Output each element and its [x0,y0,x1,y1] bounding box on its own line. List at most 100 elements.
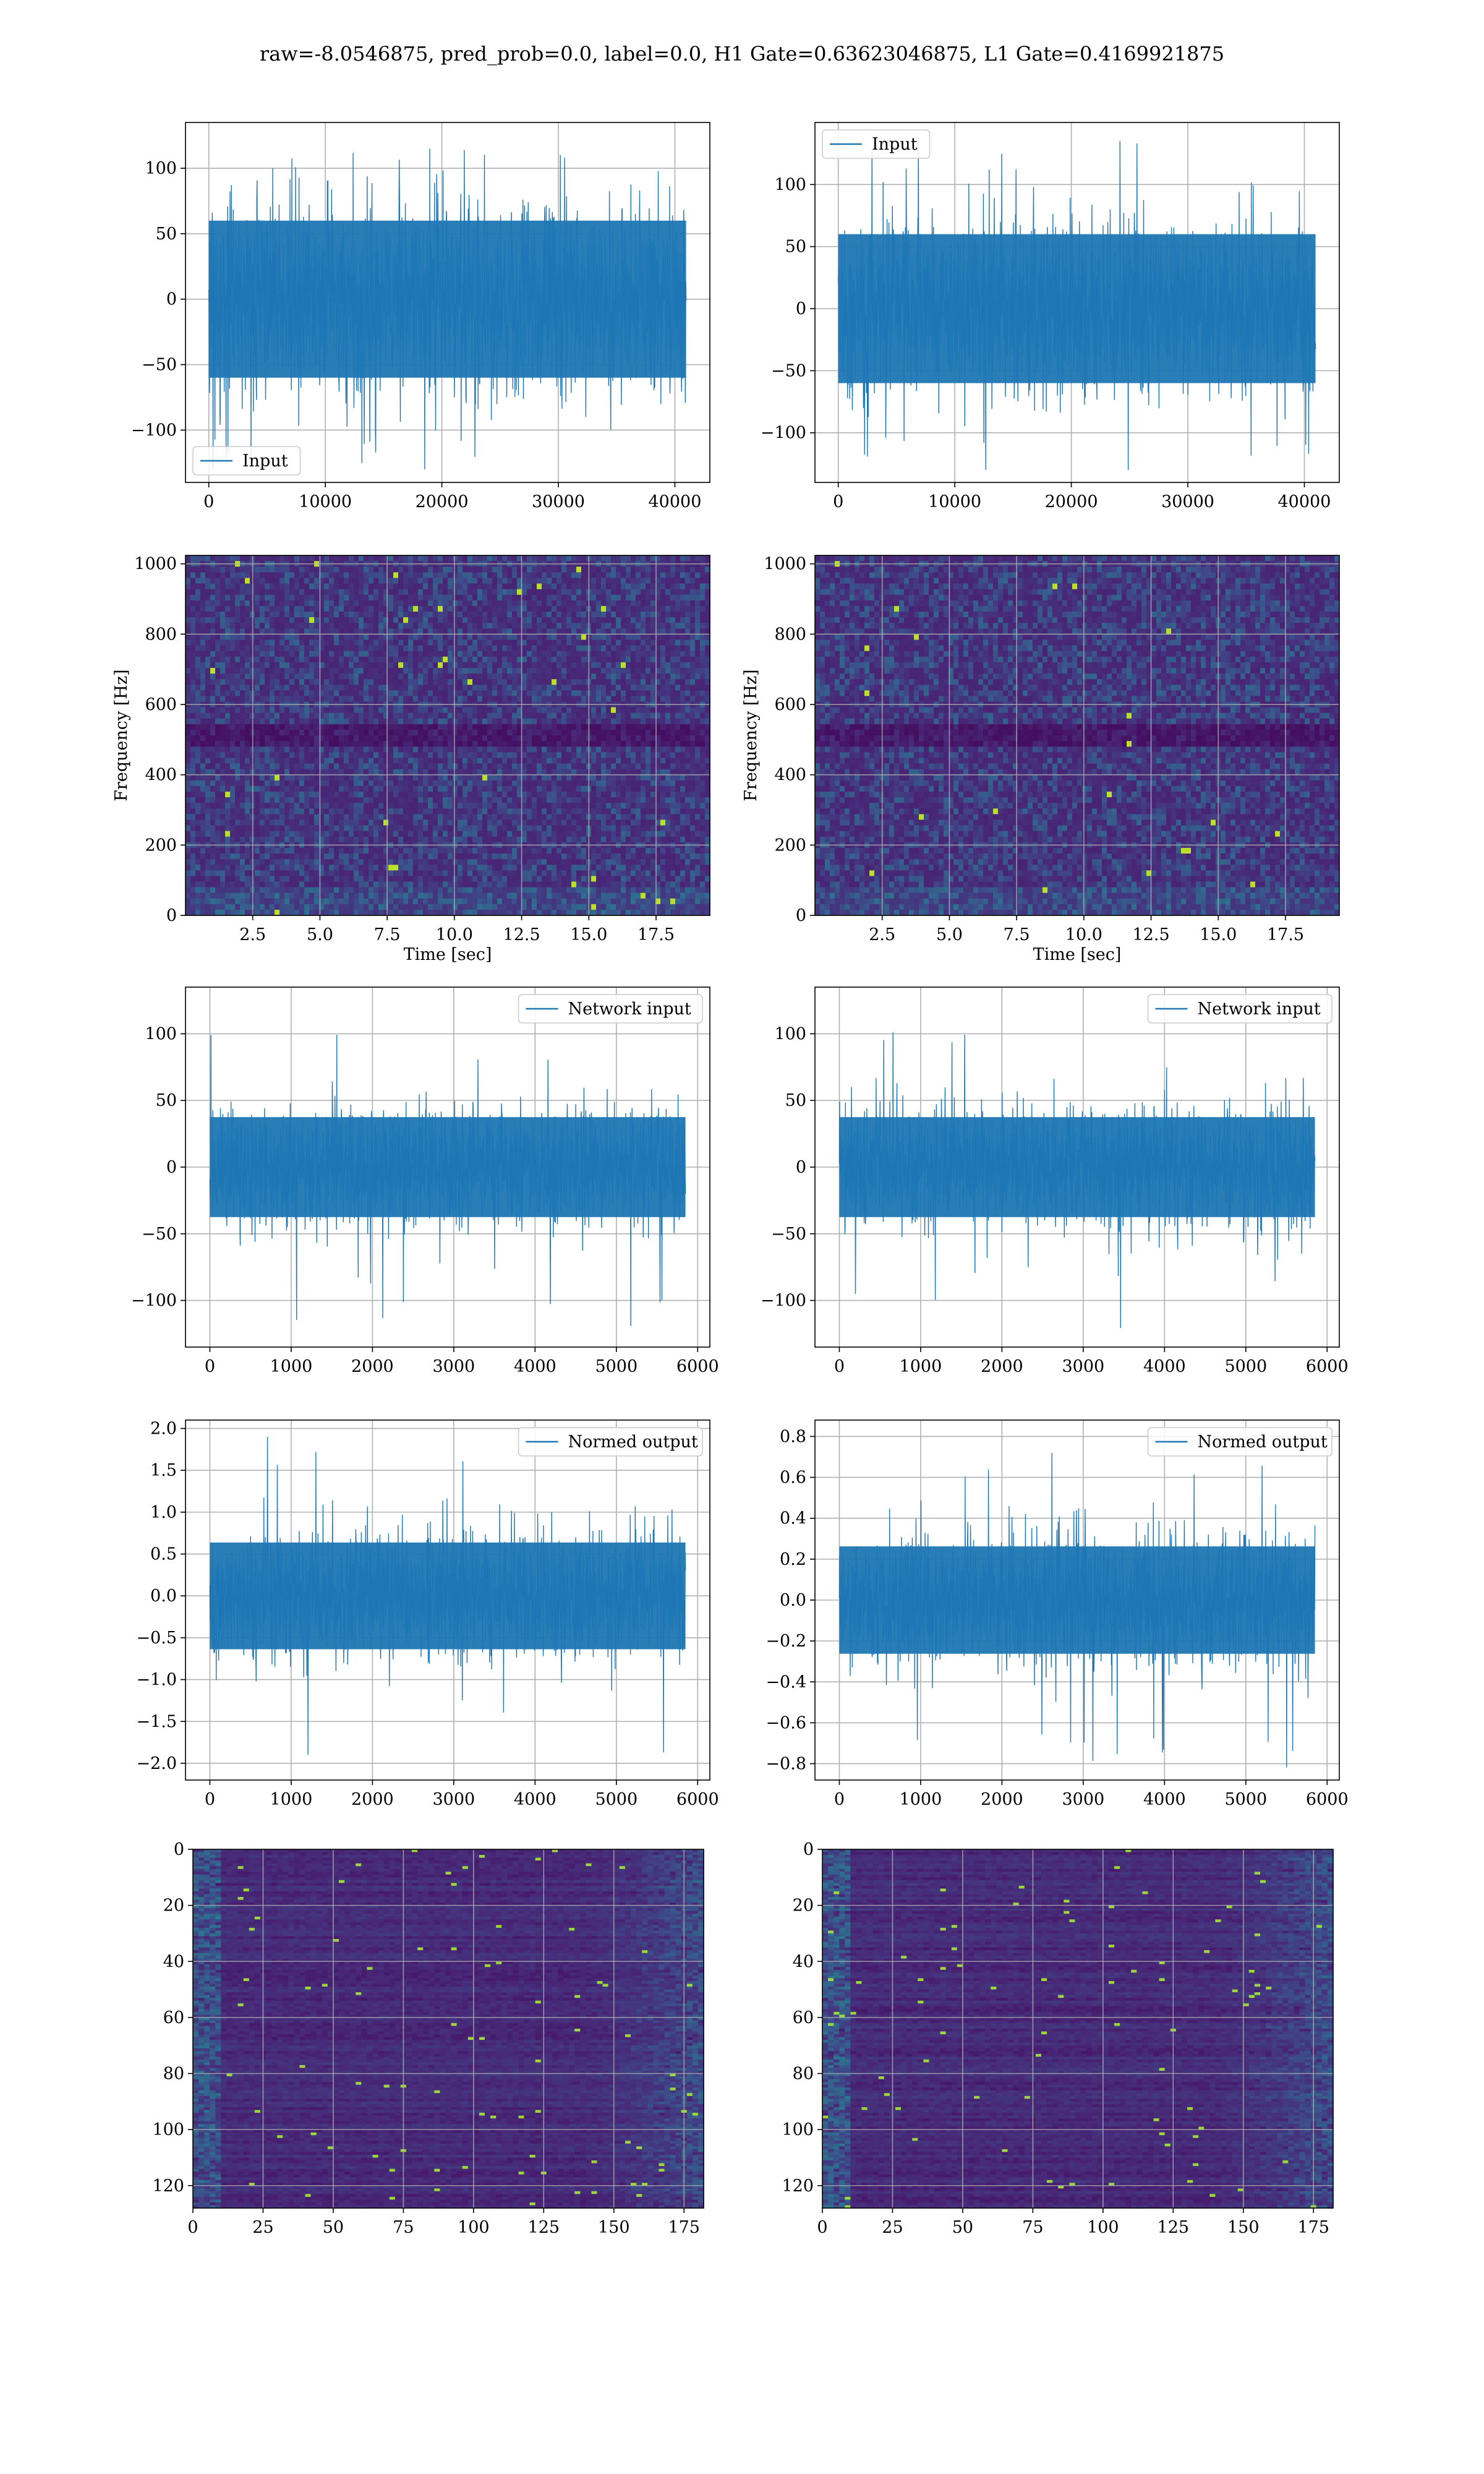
heatmap-cell [423,735,429,742]
heatmap-cell [383,730,389,736]
heatmap-cell [383,764,389,770]
heatmap-cell [631,752,636,758]
heatmap-cell [690,572,696,578]
heatmap-cell [675,735,681,742]
heatmap-cell [695,735,701,742]
heatmap-cell [438,741,443,747]
heatmap-cell [576,769,582,776]
heatmap-cell [606,735,612,742]
heatmap-cell [383,719,389,725]
heatmap-cell [255,662,260,669]
heatmap-cell [255,646,260,652]
heatmap-cell [393,747,399,753]
heatmap-cell [186,758,191,764]
heatmap-cell [245,696,250,702]
heatmap-cell [299,567,305,573]
heatmap-cell [487,752,493,758]
heatmap-cell [195,735,201,742]
heatmap-cell [443,617,448,623]
heatmap-cell [680,601,686,607]
heatmap-cell [670,679,676,685]
heatmap-cell [626,696,631,702]
heatmap-cell [576,764,582,770]
heatmap-cell [398,758,404,764]
heatmap-cell [542,781,547,787]
heatmap-cell [304,719,310,725]
heatmap-cell [265,713,270,719]
heatmap-cell [220,781,226,787]
heatmap-cell [641,735,646,742]
heatmap-cell [591,567,597,573]
heatmap-cell [606,730,612,736]
heatmap-cell [383,567,389,573]
heatmap-cell [660,555,666,562]
heatmap-cell [240,730,245,736]
heatmap-cell [650,601,656,607]
heatmap-cell [220,775,226,781]
heatmap-cell [354,634,359,640]
heatmap-cell [260,646,265,652]
heatmap-cell [566,595,572,601]
heatmap-cell [195,708,201,714]
heatmap-cell [339,657,344,663]
heatmap-cell [566,719,572,725]
heatmap-cell [601,764,607,770]
heatmap-cell [453,674,458,680]
heatmap-cell [260,612,265,618]
heatmap-cell [279,781,285,787]
heatmap-cell [512,651,518,657]
heatmap-cell [403,601,409,607]
heatmap-cell [200,674,206,680]
heatmap-cell [695,578,701,584]
heatmap-cell [443,567,448,573]
heatmap-cell [556,685,562,691]
heatmap-cell [542,735,547,742]
heatmap-cell [284,741,290,747]
heatmap-cell [641,555,646,562]
heatmap-cell [561,730,567,736]
heatmap-cell [334,646,339,652]
heatmap-cell [230,747,236,753]
heatmap-cell [650,741,656,747]
heatmap-cell [418,690,424,696]
heatmap-cell [571,651,577,657]
heatmap-cell [186,617,191,623]
heatmap-cell [690,601,696,607]
heatmap-cell [398,674,404,680]
heatmap-cell [611,769,616,776]
heatmap-cell [289,601,295,607]
heatmap-cell [433,572,438,578]
heatmap-cell [284,674,290,680]
heatmap-cell [299,735,305,742]
heatmap-cell [680,555,686,562]
heatmap-cell [601,578,607,584]
heatmap-cell [596,741,602,747]
heatmap-cell [418,555,424,562]
heatmap-cell [527,730,532,736]
heatmap-cell [660,668,666,674]
heatmap-cell [190,617,196,623]
heatmap-cell [601,730,607,736]
heatmap-cell [418,769,424,776]
heatmap-cell [225,775,231,781]
heatmap-cell [507,674,513,680]
heatmap-cell [665,572,671,578]
heatmap-cell [472,741,478,747]
heatmap-cell [438,601,443,607]
heatmap-cell [339,679,344,685]
heatmap-cell [413,735,419,742]
heatmap-cell [556,668,562,674]
heatmap-cell [660,679,666,685]
heatmap-cell [700,601,706,607]
heatmap-cell [512,617,518,623]
heatmap-cell [309,572,315,578]
heatmap-cell [591,606,597,612]
heatmap-cell [418,775,424,781]
heatmap-cell [270,657,275,663]
heatmap-cell [329,724,335,730]
heatmap-cell [423,758,429,764]
heatmap-cell [675,752,681,758]
heatmap-cell [522,662,527,669]
heatmap-cell [547,572,552,578]
heatmap-cell [606,758,612,764]
